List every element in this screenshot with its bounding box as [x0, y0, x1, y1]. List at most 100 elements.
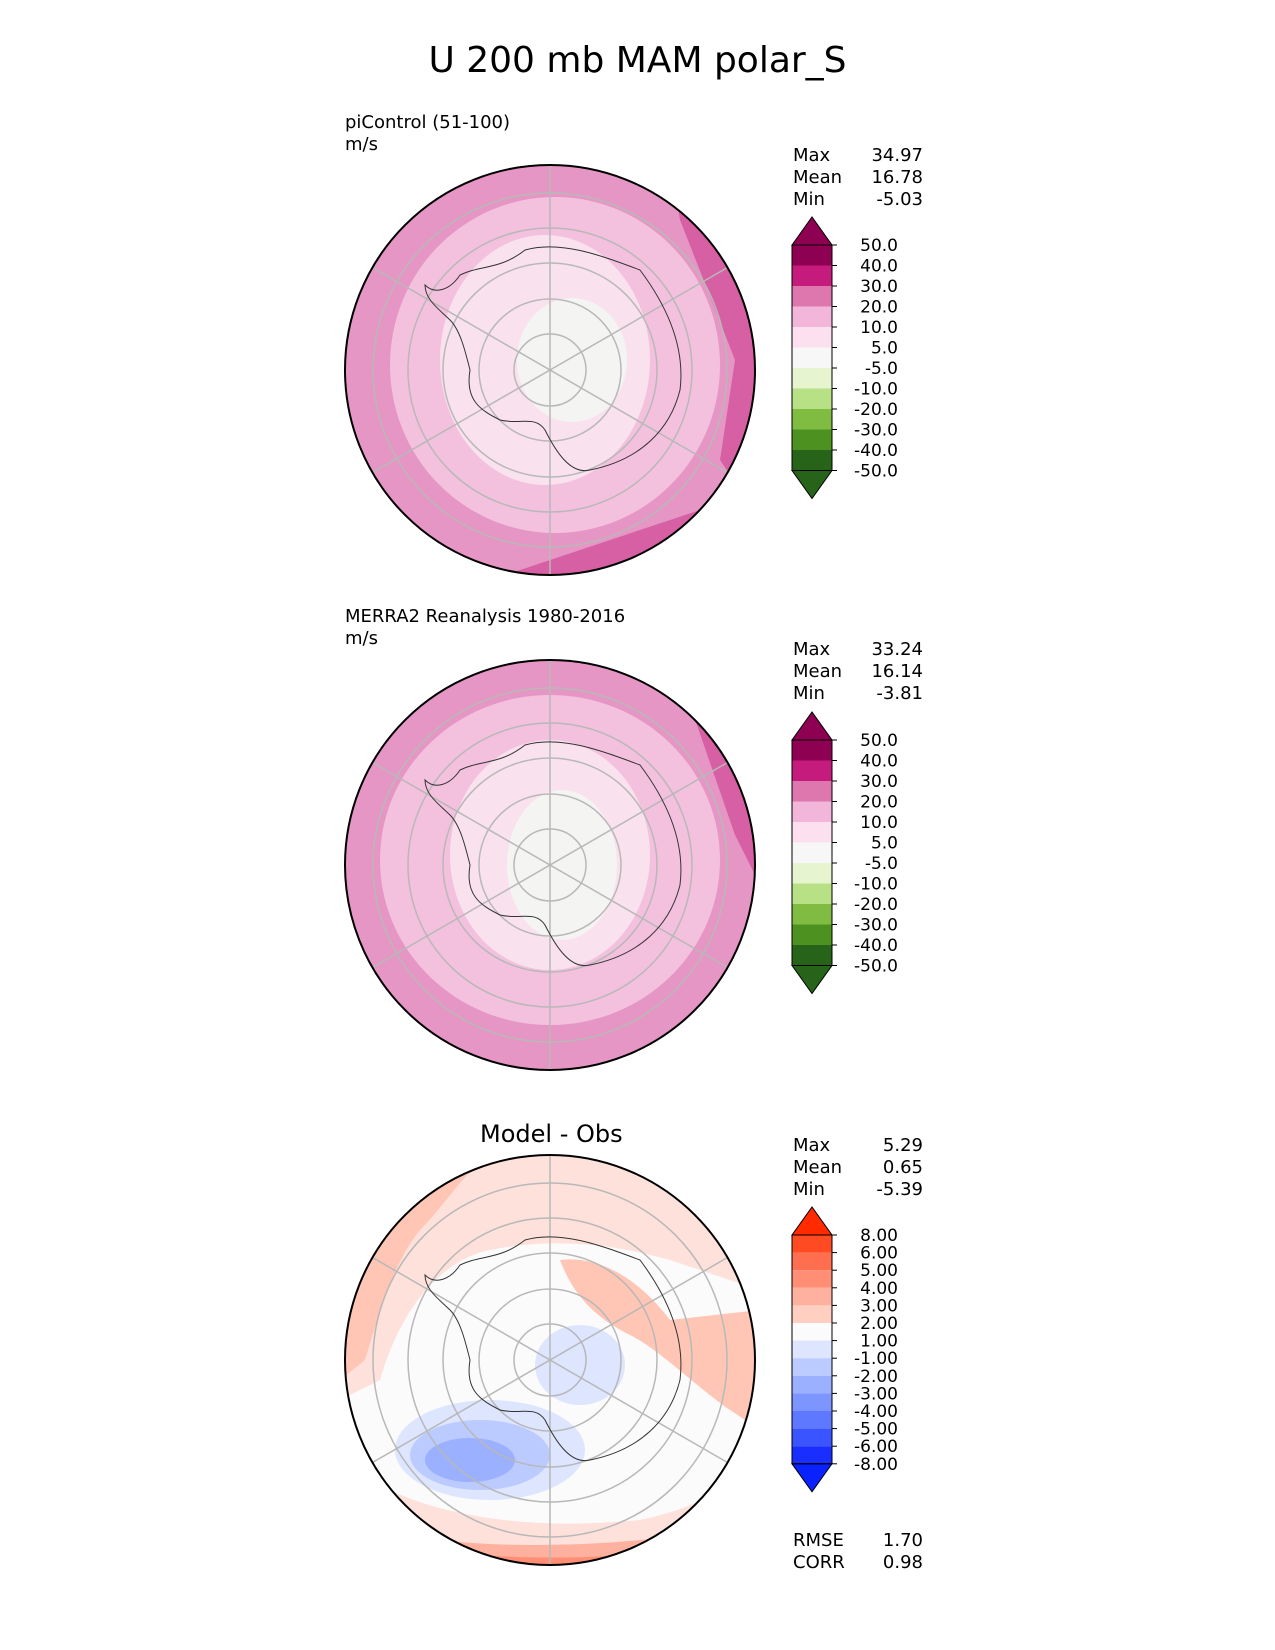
colorbar-band	[792, 1340, 833, 1359]
map-border	[344, 1154, 756, 1566]
colorbar-tick-label: 10.0	[860, 813, 898, 833]
stat-label: Mean	[793, 661, 843, 682]
colorbar-band	[792, 1410, 833, 1429]
panel3-metrics: RMSE 1.70 CORR 0.98	[793, 1530, 923, 1574]
colorbar-tick-label: -20.0	[854, 895, 898, 915]
antarctica-coastline	[424, 741, 682, 967]
metric-value: 1.70	[882, 1530, 923, 1551]
colorbar-band	[792, 306, 832, 327]
colorbar-band	[792, 388, 832, 409]
colorbar-band	[792, 1446, 833, 1464]
stat-label: Max	[793, 639, 831, 660]
stat-label: Mean	[793, 1157, 843, 1178]
colorbar-band	[792, 429, 832, 450]
colorbar-tick-label: -40.0	[854, 936, 898, 956]
colorbar-tick-label: 2.00	[860, 1314, 898, 1334]
figure-title: U 200 mb MAM polar_S	[428, 40, 847, 81]
colorbar-band	[792, 904, 832, 925]
colorbar-tick-label: -5.0	[865, 359, 898, 379]
contour-near-zero	[517, 298, 627, 422]
panel2-stats: Max 33.24 Mean 16.14 Min -3.81	[793, 639, 923, 705]
colorbar-tick-label: 1.00	[860, 1332, 898, 1352]
colorbar-band	[792, 863, 832, 884]
colorbar-tick-label: -10.0	[854, 875, 898, 895]
colorbar-tick-label: 40.0	[860, 752, 898, 772]
stat-label: Max	[793, 1135, 831, 1156]
metric-label: CORR	[793, 1552, 845, 1573]
panel1-header: piControl (51-100) m/s	[345, 112, 510, 156]
colorbar-band	[792, 1322, 833, 1341]
colorbar-frame	[791, 1234, 833, 1465]
colorbar-tick-label: -2.00	[854, 1367, 898, 1387]
colorbar-tick-label: -5.0	[865, 854, 898, 874]
colorbar-band	[792, 450, 832, 471]
colorbar-band	[792, 409, 832, 430]
colorbar-band	[792, 1234, 833, 1253]
colorbar-band	[792, 1252, 833, 1271]
panel1-polar-map	[344, 164, 756, 576]
colorbar-tick-label: -8.00	[854, 1455, 898, 1475]
colorbar-band	[792, 347, 832, 368]
colorbar-frame	[791, 244, 833, 471]
colorbar-tick-label: 30.0	[860, 277, 898, 297]
colorbar-band	[792, 286, 832, 307]
colorbar-tick-label: 20.0	[860, 298, 898, 318]
panel1-units: m/s	[345, 134, 378, 155]
colorbar-band	[792, 924, 832, 945]
colorbar-tick-label: -10.0	[854, 380, 898, 400]
colorbar-under-extension	[791, 470, 833, 500]
colorbar-band	[792, 740, 832, 761]
map-border	[344, 659, 756, 1071]
panel1-colorbar: 50.040.030.020.010.05.0-5.0-10.0-20.0-30…	[791, 216, 898, 500]
colorbar-band	[792, 842, 832, 863]
panel2-polar-map	[344, 659, 756, 1071]
stat-value: 0.65	[882, 1157, 923, 1178]
stat-value: 34.97	[871, 145, 923, 166]
colorbar-tick-label: -5.00	[854, 1420, 898, 1440]
colorbar-tick-label: -30.0	[854, 421, 898, 441]
colorbar-tick-label: 3.00	[860, 1296, 898, 1316]
colorbar-over-extension	[791, 216, 833, 246]
colorbar-band	[792, 1287, 833, 1306]
colorbar-tick-label: -4.00	[854, 1402, 898, 1422]
stat-value: -5.39	[876, 1179, 923, 1200]
colorbar-tick-label: 10.0	[860, 318, 898, 338]
colorbar-band	[792, 368, 832, 389]
colorbar-band	[792, 1358, 833, 1376]
colorbar-tick-label: -40.0	[854, 441, 898, 461]
antarctica-coastline	[424, 246, 682, 472]
contour-4-5	[430, 1550, 680, 1565]
contour-neg-1-2	[535, 1325, 625, 1405]
colorbar-band	[792, 265, 832, 286]
stat-value: 33.24	[871, 639, 923, 660]
colorbar-band	[792, 1428, 833, 1447]
metric-label: RMSE	[793, 1530, 844, 1551]
panel2-units: m/s	[345, 628, 378, 649]
contour-1-2	[345, 1155, 755, 1400]
colorbar-band	[792, 1270, 833, 1288]
stat-label: Min	[793, 1179, 825, 1200]
colorbar-band	[792, 1305, 833, 1323]
panel3-colorbar: 8.006.005.004.003.002.001.00-1.00-2.00-3…	[791, 1206, 898, 1493]
contour-near-zero	[507, 790, 617, 940]
colorbar-tick-label: 5.00	[860, 1261, 898, 1281]
colorbar-tick-label: -50.0	[854, 462, 898, 482]
stat-value: -5.03	[876, 189, 923, 210]
colorbar-over-extension	[791, 1206, 833, 1236]
contour-neg-3-4	[425, 1438, 515, 1482]
colorbar-tick-label: -30.0	[854, 916, 898, 936]
panel2-header: MERRA2 Reanalysis 1980-2016 m/s	[345, 606, 625, 650]
contour-2-3	[560, 1259, 755, 1430]
colorbar-tick-label: 50.0	[860, 731, 898, 751]
stat-label: Max	[793, 145, 831, 166]
panel1-title: piControl (51-100)	[345, 112, 511, 133]
colorbar-tick-label: -1.00	[854, 1349, 898, 1369]
stat-value: 16.78	[871, 167, 923, 188]
colorbar-band	[792, 327, 832, 348]
colorbar-over-extension	[791, 711, 833, 741]
colorbar-tick-label: 20.0	[860, 793, 898, 813]
panel1-stats: Max 34.97 Mean 16.78 Min -5.03	[793, 145, 923, 211]
colorbar-band	[792, 945, 832, 966]
colorbar-band	[792, 245, 832, 266]
panel2-title: MERRA2 Reanalysis 1980-2016	[345, 606, 626, 627]
